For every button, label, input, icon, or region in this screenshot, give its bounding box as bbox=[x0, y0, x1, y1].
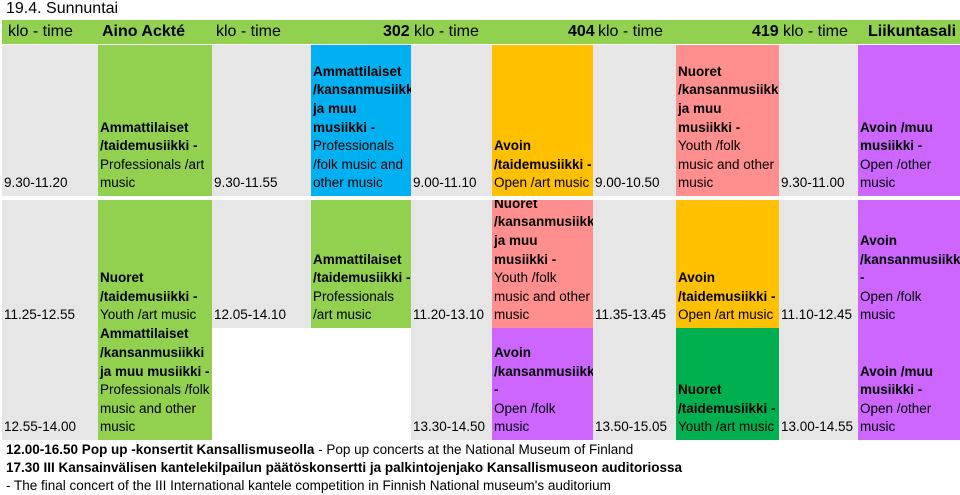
time-text: 11.10-12.45 bbox=[781, 307, 853, 323]
session-text: Professionals /folk music and other musi… bbox=[100, 382, 210, 435]
session-cell: Nuoret /kansanmusiikki ja muu musiikki -… bbox=[676, 45, 779, 196]
footer-line-2: 17.30 III Kansainvälisen kantelekilpailu… bbox=[6, 460, 682, 475]
session-cell: Avoin /kansanmusiikki - Open /folk music bbox=[492, 328, 593, 440]
header-liikuntasali: Liikuntasali bbox=[868, 23, 957, 40]
session-cell: Avoin /taidemusiikki - Open /art music bbox=[492, 45, 593, 196]
session-cell: Nuoret /taidemusiikki - Youth /art music bbox=[676, 328, 779, 440]
time-text: 9.30-11.20 bbox=[4, 175, 68, 191]
time-text: 12.55-14.00 bbox=[4, 419, 77, 435]
time-cell: 11.20-13.10 bbox=[411, 200, 492, 328]
time-text: 9.00-10.50 bbox=[595, 175, 660, 191]
header-time-5: klo - time bbox=[783, 23, 848, 40]
header-room-302: 302 bbox=[383, 23, 410, 40]
time-text: 13.00-14.55 bbox=[781, 419, 854, 435]
header-aino-ackte: Aino Ackté bbox=[102, 23, 185, 40]
header-time-4: klo - time bbox=[598, 23, 663, 40]
session-heading: Ammattilaiset /kansanmusiikki ja muu mus… bbox=[313, 63, 411, 135]
session-cell: Nuoret /taidemusiikki - Youth /art music bbox=[98, 200, 212, 328]
time-text: 9.30-11.55 bbox=[214, 175, 278, 191]
session-heading: Avoin /muu musiikki - bbox=[860, 119, 933, 154]
session-cell: Avoin /kansanmusiikki - Open /folk music bbox=[858, 200, 960, 328]
time-cell: 9.30-11.55 bbox=[212, 45, 311, 196]
header-time-2: klo - time bbox=[216, 23, 281, 40]
session-heading: Avoin /kansanmusiikki - bbox=[860, 233, 960, 286]
session-heading: Avoin /kansanmusiikki - bbox=[494, 345, 593, 398]
time-cell: 12.55-14.00 bbox=[2, 328, 98, 440]
session-text: Open /other music bbox=[860, 400, 932, 435]
time-cell: 9.00-10.50 bbox=[593, 45, 676, 196]
time-cell: 9.00-11.10 bbox=[411, 45, 492, 196]
footer-line-3: - The final concert of the III Internati… bbox=[6, 478, 611, 493]
session-cell: Avoin /muu musiikki - Open /other music bbox=[858, 328, 960, 440]
time-cell: 12.05-14.10 bbox=[212, 200, 311, 328]
time-cell: 13.30-14.50 bbox=[411, 328, 492, 440]
time-text: 12.05-14.10 bbox=[214, 307, 287, 323]
session-cell: Avoin /taidemusiikki - Open /art music bbox=[676, 200, 779, 328]
session-heading: Avoin /muu musiikki - bbox=[860, 363, 933, 398]
session-heading: Nuoret /kansanmusiikki ja muu musiikki - bbox=[678, 63, 779, 135]
session-heading: Avoin /taidemusiikki - bbox=[494, 138, 592, 172]
session-heading: Ammattilaiset /taidemusiikki - bbox=[100, 119, 198, 154]
footer-line-1: 12.00-16.50 Pop up -konsertit Kansallism… bbox=[6, 441, 633, 459]
page-title: 19.4. Sunnuntai bbox=[6, 0, 119, 17]
session-cell: Avoin /muu musiikki - Open /other music bbox=[858, 45, 960, 196]
session-text: Professionals /art music bbox=[100, 156, 205, 191]
header-room-419: 419 bbox=[752, 23, 779, 40]
time-text: 13.30-14.50 bbox=[413, 419, 486, 435]
session-cell: Ammattilaiset /taidemusiikki - Professio… bbox=[98, 45, 212, 196]
time-cell: 9.30-11.20 bbox=[2, 45, 98, 196]
session-text: Youth /folk music and other music bbox=[494, 270, 591, 323]
header-time-1: klo - time bbox=[8, 23, 73, 40]
time-cell: 11.25-12.55 bbox=[2, 200, 98, 328]
session-heading: Nuoret /kansanmusiikki ja muu musiikki - bbox=[494, 200, 593, 267]
time-cell: 13.50-15.05 bbox=[593, 328, 676, 440]
session-text: Youth /art music bbox=[678, 419, 775, 435]
time-text: 9.00-11.10 bbox=[413, 175, 477, 191]
session-cell: Nuoret /kansanmusiikki ja muu musiikki -… bbox=[492, 200, 593, 328]
header-room-404: 404 bbox=[568, 23, 595, 40]
time-cell: 13.00-14.55 bbox=[779, 328, 858, 440]
session-text: Open /art music bbox=[494, 175, 590, 191]
session-text: Open /folk music bbox=[494, 400, 556, 435]
time-text: 13.50-15.05 bbox=[595, 419, 668, 435]
session-text: Open /other music bbox=[860, 156, 932, 191]
session-cell: Ammattilaiset /taidemusiikki - Professio… bbox=[311, 200, 411, 328]
session-heading: Nuoret /taidemusiikki - bbox=[100, 270, 198, 304]
footer-line-1-bold: 12.00-16.50 Pop up -konsertit Kansallism… bbox=[6, 442, 315, 457]
session-heading: Ammattilaiset /taidemusiikki - bbox=[313, 251, 411, 286]
time-text: 11.35-13.45 bbox=[595, 307, 667, 323]
footer-line-1-rest: - Pop up concerts at the National Museum… bbox=[314, 442, 634, 457]
session-text: Professionals /art music bbox=[313, 288, 395, 323]
time-cell: 11.35-13.45 bbox=[593, 200, 676, 328]
time-cell: 9.30-11.00 bbox=[779, 45, 858, 196]
time-text: 11.25-12.55 bbox=[4, 307, 76, 323]
session-cell: Ammattilaiset /kansanmusiikki ja muu mus… bbox=[311, 45, 411, 196]
session-heading: Nuoret /taidemusiikki - bbox=[678, 382, 776, 416]
session-heading: Avoin /taidemusiikki - bbox=[678, 270, 776, 304]
header-row: klo - time Aino Ackté klo - time 302 klo… bbox=[2, 20, 960, 44]
time-text: 11.20-13.10 bbox=[413, 307, 485, 323]
session-text: Professionals /folk music and other musi… bbox=[313, 138, 404, 191]
session-cell: Ammattilaiset /kansanmusiikki ja muu mus… bbox=[98, 328, 212, 440]
session-text: Youth /art music bbox=[100, 307, 197, 323]
time-cell: 11.10-12.45 bbox=[779, 200, 858, 328]
session-text: Open /art music bbox=[678, 307, 774, 323]
header-time-3: klo - time bbox=[414, 23, 479, 40]
session-text: Youth /folk music and other music bbox=[678, 138, 775, 191]
session-text: Open /folk music bbox=[860, 288, 922, 323]
time-text: 9.30-11.00 bbox=[781, 175, 845, 191]
session-heading: Ammattilaiset /kansanmusiikki ja muu mus… bbox=[100, 328, 210, 379]
